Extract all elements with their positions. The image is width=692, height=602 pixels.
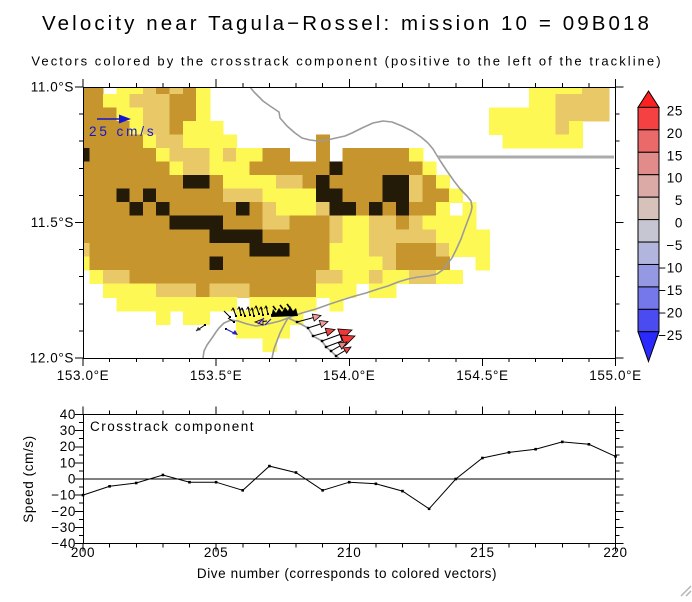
svg-text:153.0°E: 153.0°E <box>57 368 109 383</box>
svg-text:30: 30 <box>60 423 76 438</box>
svg-text:−10: −10 <box>51 488 76 503</box>
svg-text:25 cm/s: 25 cm/s <box>89 124 157 139</box>
svg-text:20: 20 <box>667 126 683 141</box>
svg-text:−15: −15 <box>658 283 683 298</box>
svg-text:−5: −5 <box>666 238 683 253</box>
svg-text:154.5°E: 154.5°E <box>456 368 508 383</box>
svg-text:40: 40 <box>60 407 76 422</box>
svg-text:215: 215 <box>470 545 494 560</box>
svg-text:10: 10 <box>667 171 683 186</box>
svg-text:0: 0 <box>68 472 76 487</box>
svg-text:12.0°S: 12.0°S <box>30 351 74 366</box>
svg-text:200: 200 <box>71 545 95 560</box>
svg-text:220: 220 <box>603 545 627 560</box>
svg-text:15: 15 <box>667 148 683 163</box>
svg-text:11.0°S: 11.0°S <box>31 80 74 95</box>
svg-text:Speed (cm/s): Speed (cm/s) <box>21 435 36 522</box>
svg-text:−30: −30 <box>51 520 76 535</box>
svg-text:−25: −25 <box>658 328 683 343</box>
svg-text:155.0°E: 155.0°E <box>589 368 641 383</box>
svg-text:Vectors colored by the crosstr: Vectors colored by the crosstrack compon… <box>31 54 662 69</box>
svg-text:153.5°E: 153.5°E <box>190 368 242 383</box>
svg-text:154.0°E: 154.0°E <box>323 368 375 383</box>
svg-text:205: 205 <box>204 545 228 560</box>
svg-text:10: 10 <box>60 455 76 470</box>
svg-text:−10: −10 <box>658 261 683 276</box>
svg-text:Dive number (corresponds to co: Dive number (corresponds to colored vect… <box>197 566 497 581</box>
svg-text:−20: −20 <box>658 305 683 320</box>
svg-text:−20: −20 <box>51 504 76 519</box>
svg-text:5: 5 <box>675 193 683 208</box>
svg-text:11.5°S: 11.5°S <box>31 215 74 230</box>
svg-text:Velocity near Tagula−Rossel: m: Velocity near Tagula−Rossel: mission 10 … <box>42 12 652 35</box>
svg-text:−40: −40 <box>51 536 76 551</box>
svg-text:Crosstrack component: Crosstrack component <box>90 419 255 434</box>
svg-text:0: 0 <box>675 216 683 231</box>
svg-text:210: 210 <box>337 545 361 560</box>
svg-text:25: 25 <box>667 103 683 118</box>
svg-text:20: 20 <box>60 439 76 454</box>
